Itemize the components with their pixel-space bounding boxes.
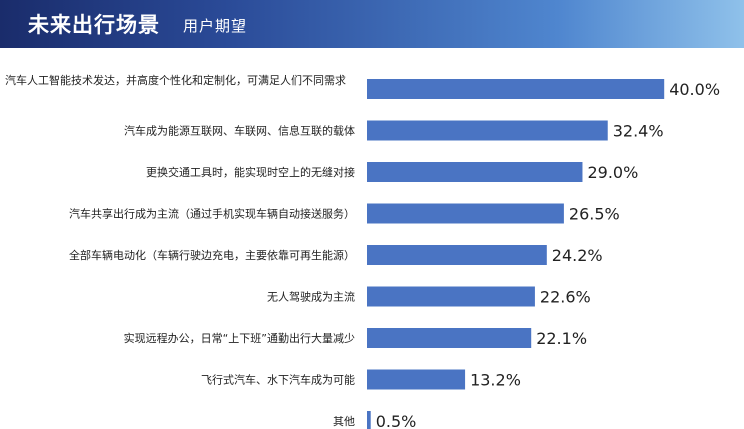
category-label-8: 飞行式汽车、水下汽车成为可能 (201, 373, 355, 387)
value-label-7: 22.1% (536, 329, 587, 348)
value-label-8: 13.2% (470, 371, 521, 390)
value-label-6: 22.6% (540, 288, 591, 307)
bar-8 (367, 369, 466, 390)
bar-2 (367, 120, 608, 141)
bar-4 (367, 203, 564, 224)
bar-9 (367, 411, 371, 429)
category-label-4: 汽车共享出行成为主流（通过手机实现车辆自动接送服务） (69, 207, 355, 221)
category-label-3: 更换交通工具时，能实现时空上的无缝对接 (146, 165, 355, 179)
category-label-2: 汽车成为能源互联网、车联网、信息互联的载体 (124, 124, 355, 138)
bar-6 (367, 286, 535, 307)
category-label-9: 其他 (333, 415, 355, 428)
bar-7 (367, 328, 532, 348)
category-label-6: 无人驾驶成为主流 (267, 290, 355, 304)
header-banner: 未来出行场景 用户期望 (0, 0, 744, 48)
value-label-1: 40.0% (669, 80, 720, 99)
bar-5 (367, 245, 547, 265)
bar-1 (367, 79, 665, 99)
value-label-4: 26.5% (569, 205, 620, 224)
category-label-5: 全部车辆电动化（车辆行驶边充电，主要依靠可再生能源） (69, 248, 355, 262)
value-label-2: 32.4% (613, 122, 664, 141)
value-label-5: 24.2% (552, 246, 603, 265)
page-title: 未来出行场景 (28, 13, 160, 37)
value-label-9: 0.5% (376, 412, 417, 429)
value-label-3: 29.0% (587, 163, 638, 182)
category-label-1: 汽车人工智能技术发达，并高度个性化和定制化，可满足人们不同需求 (5, 73, 346, 87)
bar-3 (367, 162, 583, 182)
page-subtitle: 用户期望 (183, 17, 248, 35)
category-label-7: 实现远程办公，日常“上下班”通勤出行大量减少 (124, 331, 355, 345)
